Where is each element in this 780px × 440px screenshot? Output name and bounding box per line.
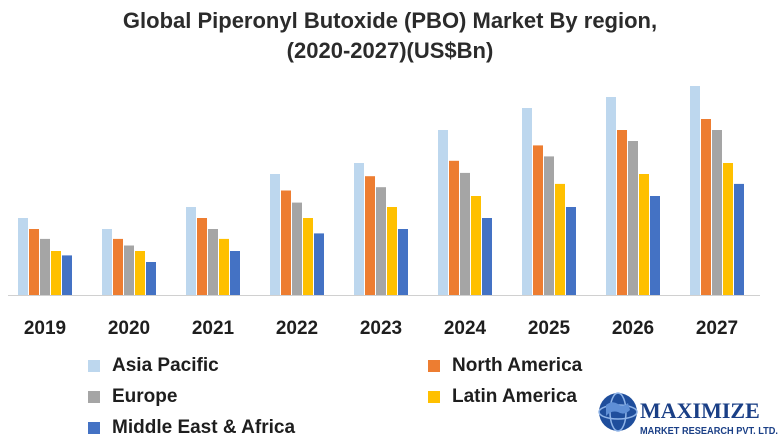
- bar-2024-north-america: [449, 160, 459, 295]
- bar-2025-asia-pacific: [522, 108, 532, 295]
- bar-2021-middle-east-africa: [230, 251, 240, 295]
- bar-2022-north-america: [281, 190, 291, 295]
- legend-swatch: [88, 391, 100, 403]
- legend-label: North America: [452, 355, 583, 376]
- bar-2019-asia-pacific: [18, 218, 28, 295]
- chart-subtitle: (2020-2027)(US$Bn): [286, 38, 494, 63]
- bar-2023-asia-pacific: [354, 163, 364, 295]
- bar-2023-latin-america: [387, 207, 397, 295]
- legend-label: Europe: [112, 386, 178, 407]
- x-tick-label-2023: 2023: [360, 318, 402, 339]
- x-tick-label-2024: 2024: [444, 318, 487, 339]
- logo-name: MAXIMIZE: [640, 398, 760, 423]
- legend-item-latin-america: Latin America: [428, 386, 577, 408]
- bar-2024-europe: [460, 172, 470, 295]
- bar-2020-latin-america: [135, 251, 145, 295]
- bar-2024-latin-america: [471, 196, 481, 295]
- bar-2026-asia-pacific: [606, 97, 616, 295]
- bar-2027-north-america: [701, 119, 711, 295]
- bar-2021-latin-america: [219, 238, 229, 295]
- bar-2027-asia-pacific: [690, 86, 700, 295]
- bar-2022-asia-pacific: [270, 174, 280, 295]
- bar-2020-north-america: [113, 238, 123, 295]
- bar-2024-asia-pacific: [438, 130, 448, 295]
- legend-label: Asia Pacific: [112, 355, 219, 376]
- bar-2023-middle-east-africa: [398, 229, 408, 295]
- bar-2022-middle-east-africa: [314, 233, 324, 295]
- bar-2026-latin-america: [639, 174, 649, 295]
- legend-item-europe: Europe: [88, 386, 177, 408]
- legend-label: Middle East & Africa: [112, 417, 296, 438]
- bar-2025-latin-america: [555, 183, 565, 295]
- x-tick-label-2019: 2019: [24, 318, 66, 339]
- bar-2020-middle-east-africa: [146, 262, 156, 295]
- x-tick-label-2021: 2021: [192, 318, 235, 339]
- x-tick-label-2027: 2027: [696, 318, 738, 339]
- bar-2026-middle-east-africa: [650, 196, 660, 295]
- maximize-logo: MAXIMIZE MARKET RESEARCH PVT. LTD.: [598, 392, 778, 437]
- bar-2020-asia-pacific: [102, 229, 112, 295]
- bar-2019-latin-america: [51, 251, 61, 295]
- legend-swatch: [428, 391, 440, 403]
- chart-title: Global Piperonyl Butoxide (PBO) Market B…: [0, 6, 780, 66]
- x-tick-label-2025: 2025: [528, 318, 571, 339]
- bar-2023-north-america: [365, 176, 375, 295]
- bar-2027-europe: [712, 130, 722, 295]
- bar-2019-north-america: [29, 229, 39, 295]
- legend-label: Latin America: [452, 386, 577, 407]
- x-tick-label-2020: 2020: [108, 318, 150, 339]
- legend-item-north-america: North America: [428, 355, 582, 377]
- legend-swatch: [428, 360, 440, 372]
- bar-2022-europe: [292, 202, 302, 295]
- x-tick-label-2026: 2026: [612, 318, 654, 339]
- bar-2026-north-america: [617, 130, 627, 295]
- logo-tagline: MARKET RESEARCH PVT. LTD.: [640, 426, 778, 437]
- chart-title-line-1: Global Piperonyl Butoxide (PBO) Market B…: [122, 8, 658, 33]
- bar-2021-north-america: [197, 218, 207, 295]
- legend-swatch: [88, 422, 100, 434]
- bar-2020-europe: [124, 245, 134, 295]
- bar-2025-north-america: [533, 145, 543, 295]
- bar-2022-latin-america: [303, 218, 313, 295]
- bar-2024-middle-east-africa: [482, 218, 492, 295]
- bar-2019-middle-east-africa: [62, 255, 72, 295]
- bar-2019-europe: [40, 238, 50, 295]
- legend-swatch: [88, 360, 100, 372]
- bar-2021-europe: [208, 229, 218, 295]
- bar-2025-middle-east-africa: [566, 207, 576, 295]
- bar-2027-middle-east-africa: [734, 183, 744, 295]
- bar-2026-europe: [628, 141, 638, 295]
- bar-2025-europe: [544, 156, 554, 295]
- x-tick-label-2022: 2022: [276, 318, 318, 339]
- legend-item-asia-pacific: Asia Pacific: [88, 355, 219, 377]
- bar-2027-latin-america: [723, 163, 733, 295]
- bar-2023-europe: [376, 187, 386, 295]
- legend-item-middle-east-africa: Middle East & Africa: [88, 417, 295, 439]
- bar-2021-asia-pacific: [186, 207, 196, 295]
